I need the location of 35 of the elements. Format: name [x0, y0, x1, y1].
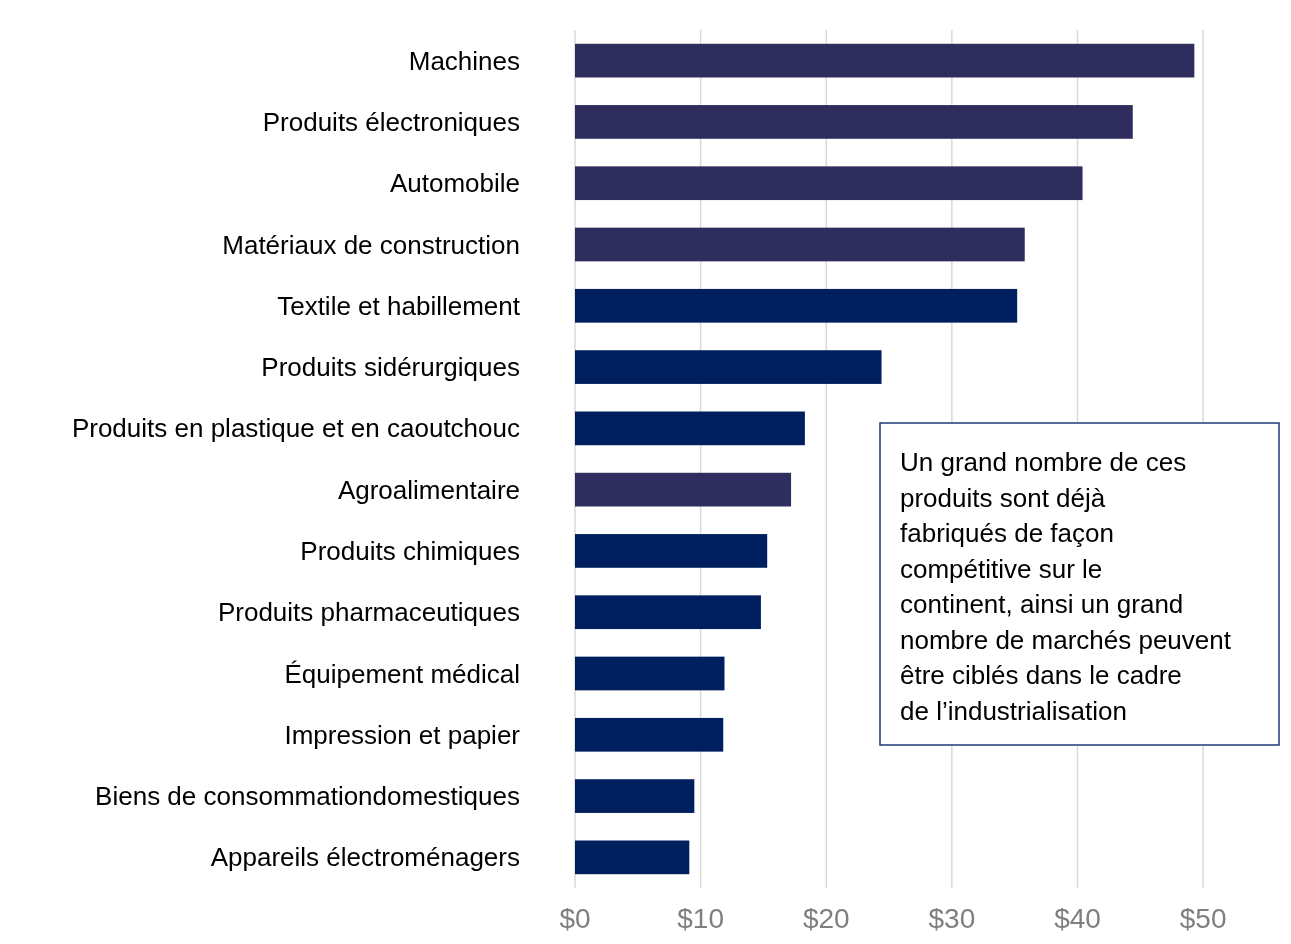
bar — [575, 411, 805, 446]
bar — [575, 227, 1025, 262]
y-tick-label: Produits pharmaceutiques — [217, 597, 520, 628]
x-tick-label: $40 — [1054, 903, 1101, 934]
bar — [575, 105, 1133, 139]
y-tick-label: Machines — [408, 45, 520, 76]
y-tick-label: Équipement médical — [284, 658, 520, 689]
x-tick-label: $30 — [928, 903, 976, 934]
bar — [575, 840, 690, 875]
bar — [575, 779, 695, 813]
x-tick-label: $50 — [1179, 903, 1227, 934]
y-tick-label: Produits électroniques — [262, 107, 520, 138]
y-tick-label: Biens de consommationdomestiques — [95, 781, 520, 812]
y-tick-label: Appareils électroménagers — [210, 842, 520, 873]
y-tick-label: Produits en plastique et en caoutchouc — [71, 413, 520, 444]
bar — [575, 166, 1083, 201]
bar — [575, 595, 761, 630]
bar — [575, 472, 792, 507]
bar — [575, 288, 1018, 323]
bar — [575, 350, 882, 384]
bar — [575, 43, 1195, 78]
x-tick-label: $10 — [677, 903, 724, 934]
annotation: Un grand nombre de ces produits sont déjà fabriqués de façon compétitive sur le continent, ainsi un grand nombre de marchés peuvent être ciblés dans le cadre de l’industrialisation — [900, 447, 1232, 726]
y-tick-label: Impression et papier — [284, 719, 521, 750]
x-tick-label: $20 — [802, 903, 850, 934]
y-tick-label: Agroalimentaire — [337, 474, 520, 505]
bar — [575, 534, 768, 568]
bar — [575, 717, 724, 752]
y-tick-label: Produits chimiques — [300, 536, 520, 567]
y-tick-label: Textile et habillement — [277, 290, 521, 321]
x-tick-label: $0 — [559, 903, 591, 934]
y-tick-label: Automobile — [389, 168, 520, 199]
y-tick-label: Matériaux de construction — [222, 229, 520, 260]
bar — [575, 656, 725, 691]
y-tick-label: Produits sidérurgiques — [261, 352, 520, 383]
